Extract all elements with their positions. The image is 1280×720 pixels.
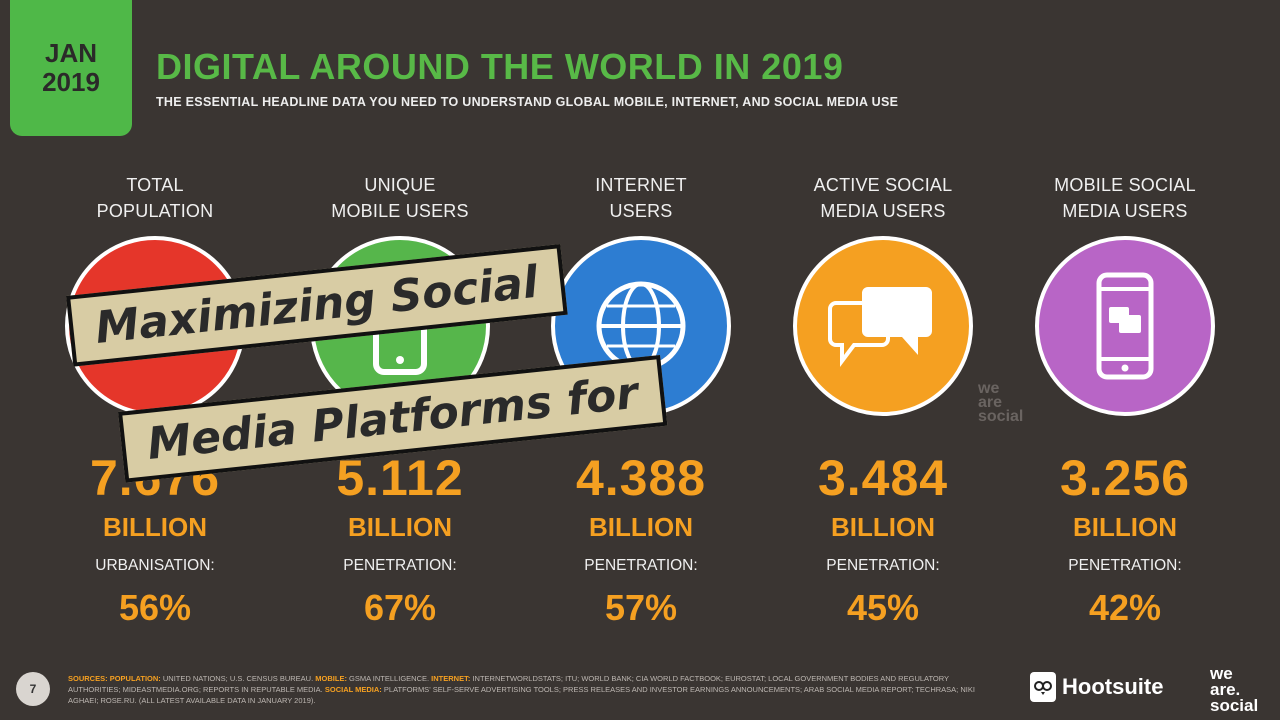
stat-percentage: 57% [604,587,678,628]
hootsuite-logo: Hootsuite [1030,672,1163,702]
page-subtitle: THE ESSENTIAL HEADLINE DATA YOU NEED TO … [156,95,899,109]
mobile-chat-icon [1096,272,1154,380]
we-are-social-logo: we are. social [1210,664,1259,715]
stat-label: INTERNET USERS [595,175,687,221]
stat-sublabel: PENETRATION: [826,557,940,574]
stat-unit: BILLION [1073,512,1177,542]
stat-percentage: 45% [846,587,920,628]
stat-sublabel: URBANISATION: [95,557,215,574]
stat-circle [793,236,973,416]
stat-label: UNIQUE MOBILE USERS [331,175,469,221]
stat-percentage: 42% [1088,587,1162,628]
page-title: DIGITAL AROUND THE WORLD IN 2019 [156,46,844,87]
stat-column-active-social: ACTIVE SOCIAL MEDIA USERS 3.484 BILLION … [773,172,993,628]
stat-label: TOTAL POPULATION [96,175,214,221]
stat-label: ACTIVE SOCIAL MEDIA USERS [813,175,953,221]
stat-unit: BILLION [831,512,935,542]
page-number: 7 [16,672,50,706]
chat-bubbles-icon [828,287,932,367]
sources-text: SOURCES: POPULATION: UNITED NATIONS; U.S… [68,674,975,705]
stat-value: 3.484 [817,450,949,506]
stat-column-mobile-social: MOBILE SOCIAL MEDIA USERS 3.256 BILLION … [1015,172,1235,628]
badge-year: 2019 [42,67,100,97]
stat-value: 5.112 [336,450,464,506]
stat-percentage: 56% [118,587,192,628]
stat-value: 3.256 [1059,450,1191,506]
we-are-social-watermark: we are social [978,380,1024,425]
stat-label: MOBILE SOCIAL MEDIA USERS [1054,175,1196,221]
stat-percentage: 67% [363,587,437,628]
stat-sublabel: PENETRATION: [584,557,698,574]
stat-sublabel: PENETRATION: [1068,557,1182,574]
badge-month: JAN [44,38,97,69]
stat-unit: BILLION [103,512,207,542]
date-badge: JAN 2019 [10,0,132,136]
stat-unit: BILLION [348,512,452,542]
owl-icon [1030,672,1056,702]
stat-circle [1035,236,1215,416]
stat-sublabel: PENETRATION: [343,557,457,574]
stat-value: 4.388 [575,450,707,506]
stat-unit: BILLION [589,512,693,542]
